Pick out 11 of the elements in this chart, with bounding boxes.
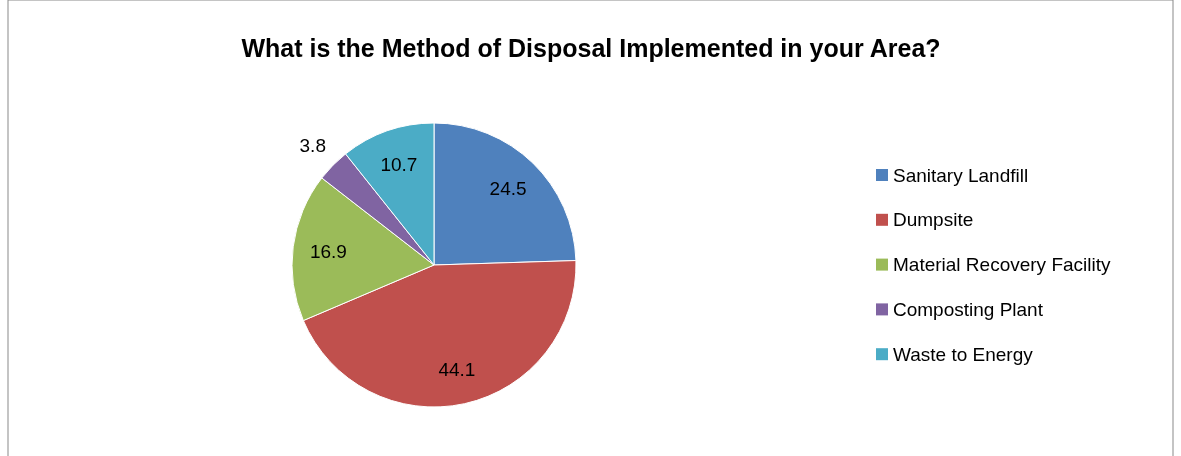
data-label: 16.9 [309, 240, 347, 262]
data-label: 44.1 [438, 358, 476, 380]
legend-label: Composting Plant [893, 299, 1044, 321]
legend-label: Material Recovery Facility [893, 254, 1111, 276]
legend-label: Dumpsite [893, 209, 974, 231]
chart-title: What is the Method of Disposal Implemented in your Area? [241, 34, 941, 62]
legend-label: Waste to Energy [893, 343, 1034, 365]
data-label: 24.5 [489, 178, 527, 200]
legend-label: Sanitary Landfill [893, 164, 1029, 186]
data-label: 3.8 [299, 134, 326, 156]
data-label: 10.7 [380, 154, 418, 176]
